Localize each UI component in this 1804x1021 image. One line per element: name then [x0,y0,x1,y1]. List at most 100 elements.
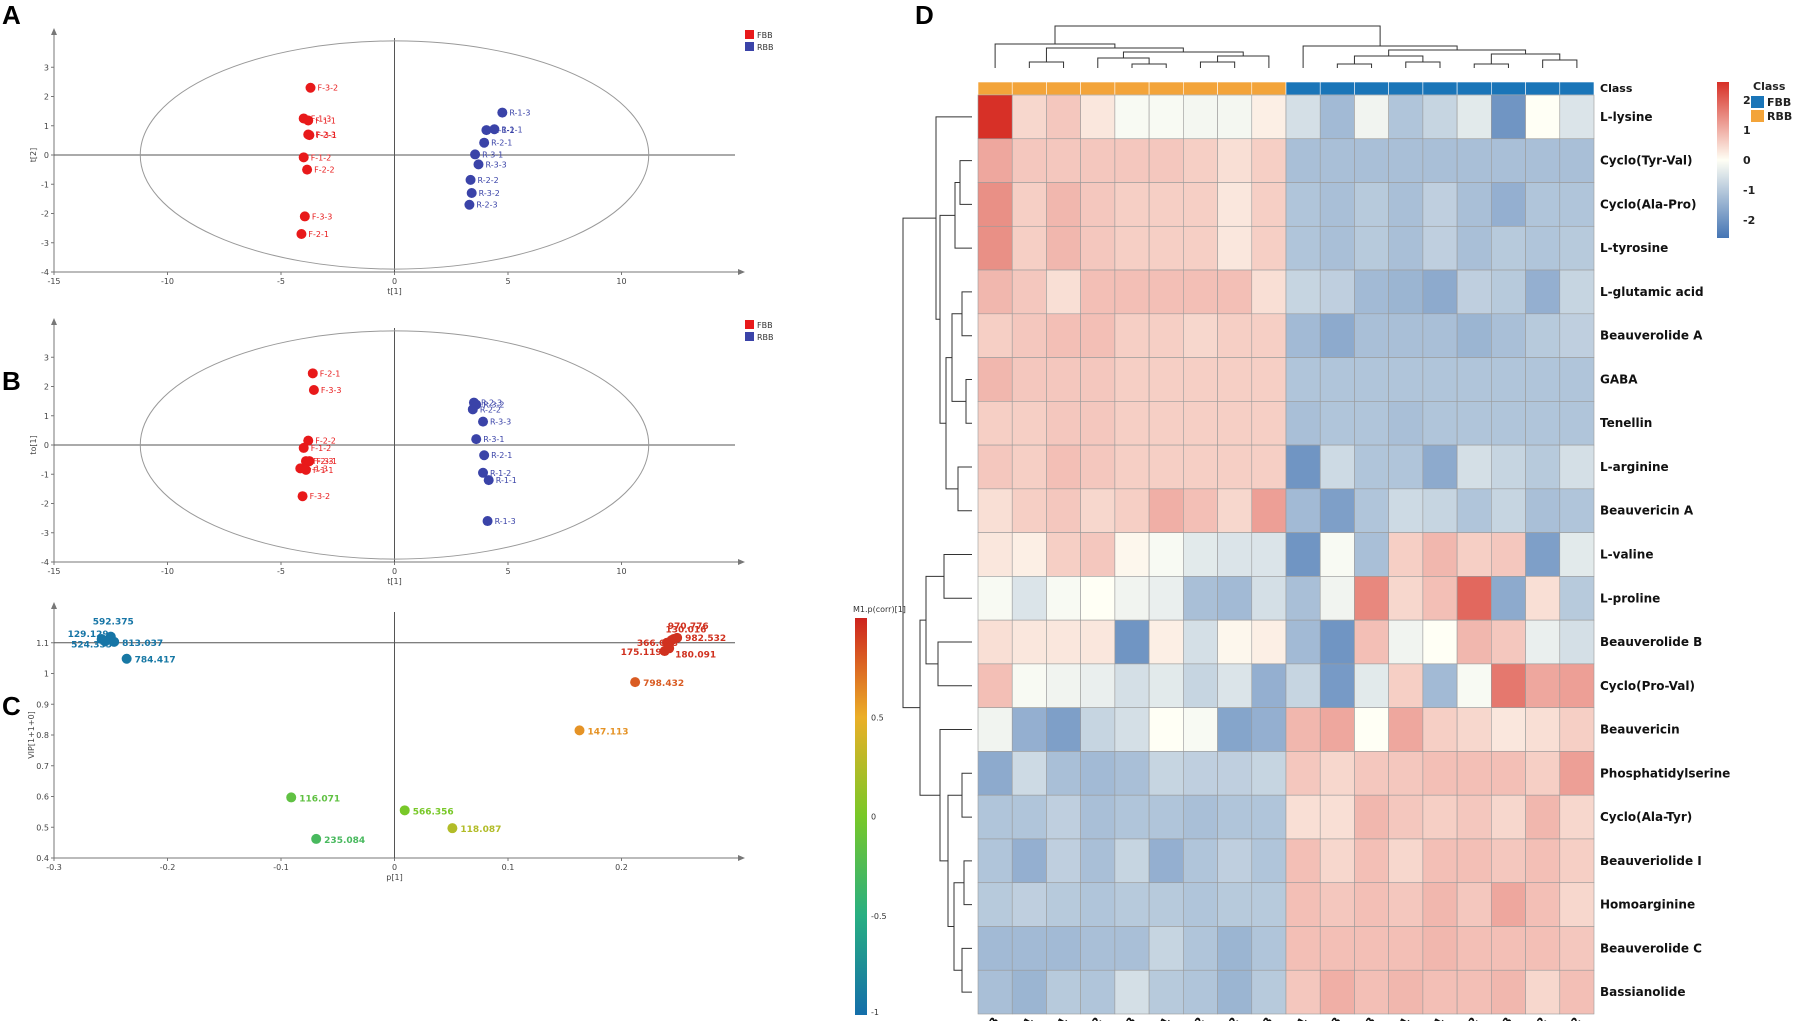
heatmap-cell [1046,532,1081,577]
heatmap-cell [1148,969,1184,1015]
heatmap-cell [1046,576,1081,621]
heatmap-cell [1285,882,1321,927]
heatmap-scale-tick: 2 [1743,94,1751,107]
heatmap-cell [1559,882,1595,927]
heatmap-cell [1114,401,1150,446]
row-label: Tenellin [1600,416,1652,430]
heatmap-cell [1388,532,1424,577]
data-point [481,125,492,136]
heatmap-cell [1217,138,1253,183]
heatmap-cell [1114,94,1150,140]
heatmap-cell [1525,225,1561,271]
heatmap-cell [1559,94,1595,140]
heatmap-cell [1354,94,1389,140]
heatmap-cell [1456,882,1492,927]
heatmap-cell [977,182,1013,227]
heatmap-cell [1491,401,1526,446]
heatmap-cell [1148,94,1184,140]
heatmap-cell [1559,794,1595,840]
data-point [300,464,311,475]
x-axis-title: t[1] [387,577,401,586]
heatmap-cell [1080,663,1116,708]
y-axis-arrow [51,602,57,609]
row-label: Beauvericin [1600,723,1680,737]
heatmap-cell [1388,663,1424,708]
heatmap-cell [1217,488,1253,533]
vip-point [630,677,641,688]
heatmap-cell [1251,313,1287,358]
y-tick-label: -2 [41,210,49,219]
heatmap-cell [1388,707,1424,752]
legend-label: FBB [757,31,773,40]
heatmap-cell [1011,488,1047,533]
vip-point-label: 130.016 [665,625,706,635]
column-label: C-3-1 [1385,1015,1413,1021]
heatmap-cell [1285,313,1321,358]
y-tick-label: -1 [41,470,49,479]
heatmap-cell [977,794,1013,840]
heatmap-cell [1183,794,1218,840]
heatmap-cell [1319,182,1355,227]
heatmap-cell [1491,94,1526,140]
heatmap-cell [1388,576,1424,621]
heatmap-cell [1285,444,1321,490]
heatmap-cell [1217,794,1253,840]
class-legend-label: FBB [1767,96,1791,109]
col-dendro-link [1336,63,1373,68]
row-label: L-arginine [1600,460,1669,474]
heatmap-cell [1183,663,1218,708]
vip-plot-c: -0.3 -0.2 -0.1 0 0.1 0.2 0.4 0.5 0.6 0.7 0.8 0.9 1 1.… [27,602,906,1017]
heatmap-cell [1525,444,1561,490]
heatmap-cell [1011,94,1047,140]
heatmap-cell [1148,882,1184,927]
col-dendro-link [1388,49,1527,56]
row-label: Beauveriolide I [1600,854,1702,868]
heatmap-color-scale [1717,82,1729,238]
data-point [478,416,489,427]
data-point-label: F-1-2 [311,153,332,162]
data-point [303,115,314,126]
heatmap-cell [977,751,1013,796]
heatmap-cell [1080,926,1116,971]
heatmap-cell [1217,401,1253,446]
heatmap-cell [1388,969,1424,1015]
heatmap-cell [1319,138,1355,183]
panel-label-d: D [915,0,934,30]
heatmap-cell [1011,751,1047,796]
x-axis-title: t[1] [387,287,401,296]
column-label: C-1-2 [1522,1015,1550,1021]
vip-point-label: 180.091 [675,650,716,660]
heatmap-cell [1491,838,1526,884]
heatmap-cell [1559,707,1595,752]
heatmap-cell [1559,532,1595,577]
heatmap-cell [1491,926,1526,971]
heatmap-cell [1525,969,1561,1015]
x-axis-arrow [738,559,745,565]
heatmap-cell [1285,751,1321,796]
data-point-label: F-3-3 [312,212,333,221]
heatmap-cell [1251,751,1287,796]
heatmap-cell [1456,619,1492,665]
heatmap-scale-tick: -1 [1743,184,1755,197]
heatmap-cell [1491,751,1526,796]
data-point-label: R-2-2 [478,176,499,185]
heatmap-cell [1456,576,1492,621]
y-tick-label: 0 [44,441,49,450]
row-label: Cyclo(Pro-Val) [1600,679,1695,693]
heatmap-cell [1114,269,1150,315]
heatmap-cell [1456,794,1492,840]
class-bar-cell [1285,81,1321,96]
y-tick-label: 0.6 [36,793,49,802]
heatmap-cell [1114,182,1150,227]
col-dendro-link [1199,61,1236,68]
class-bar-cell [1491,81,1526,96]
heatmap-cell [1217,619,1253,665]
heatmap-cell [1456,401,1492,446]
heatmap-cell [1491,794,1526,840]
heatmap-cell [977,401,1013,446]
data-point [298,442,309,453]
column-label: C-1-1 [1419,1015,1447,1021]
heatmap-cell [1525,794,1561,840]
heatmap-cell [1080,576,1116,621]
heatmap-cell [1217,94,1253,140]
